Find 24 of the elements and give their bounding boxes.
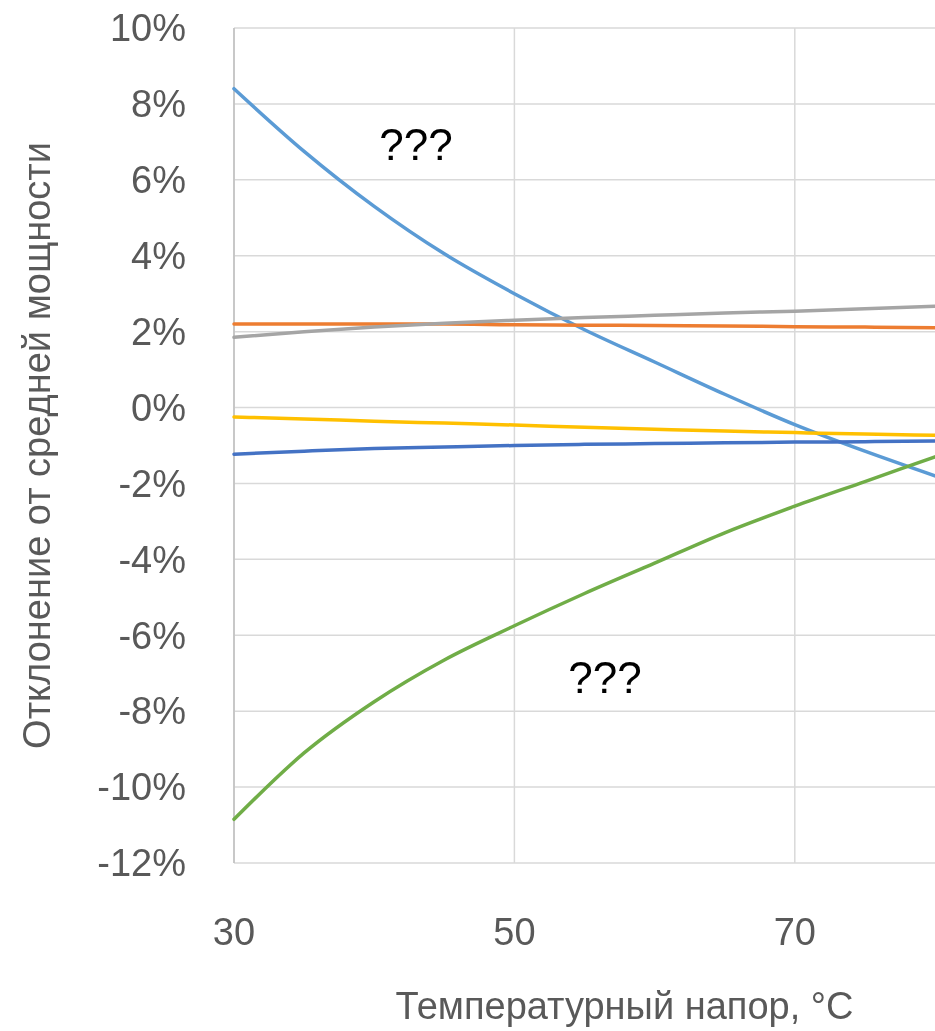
line-series — [232, 304, 935, 340]
y-tick-label: -4% — [118, 538, 186, 581]
y-axis-title: Отклонение от средней мощности — [16, 142, 58, 749]
x-tick-label: 30 — [212, 911, 256, 953]
annotation: ??? — [379, 120, 453, 170]
y-tick-label: -10% — [97, 766, 186, 809]
x-tick-label: 70 — [773, 911, 816, 953]
x-tick-label: 50 — [493, 911, 536, 953]
y-tick-label: -8% — [118, 690, 186, 733]
line-series — [232, 415, 935, 437]
line-series — [232, 455, 935, 822]
y-tick-label: 2% — [131, 310, 186, 353]
y-tick-label: 4% — [131, 235, 186, 278]
y-tick-label: 0% — [131, 386, 186, 429]
annotation: ??? — [568, 653, 642, 703]
y-tick-label: 6% — [131, 159, 186, 202]
y-tick-label: 8% — [131, 83, 186, 126]
x-axis-title: Температурный напор, °C — [395, 985, 854, 1027]
y-tick-label: -2% — [118, 462, 186, 505]
line-series — [232, 439, 935, 456]
y-tick-label: -12% — [97, 842, 186, 885]
y-tick-label: -6% — [118, 614, 186, 657]
line-series — [232, 86, 935, 478]
y-tick-label: 10% — [109, 7, 186, 50]
